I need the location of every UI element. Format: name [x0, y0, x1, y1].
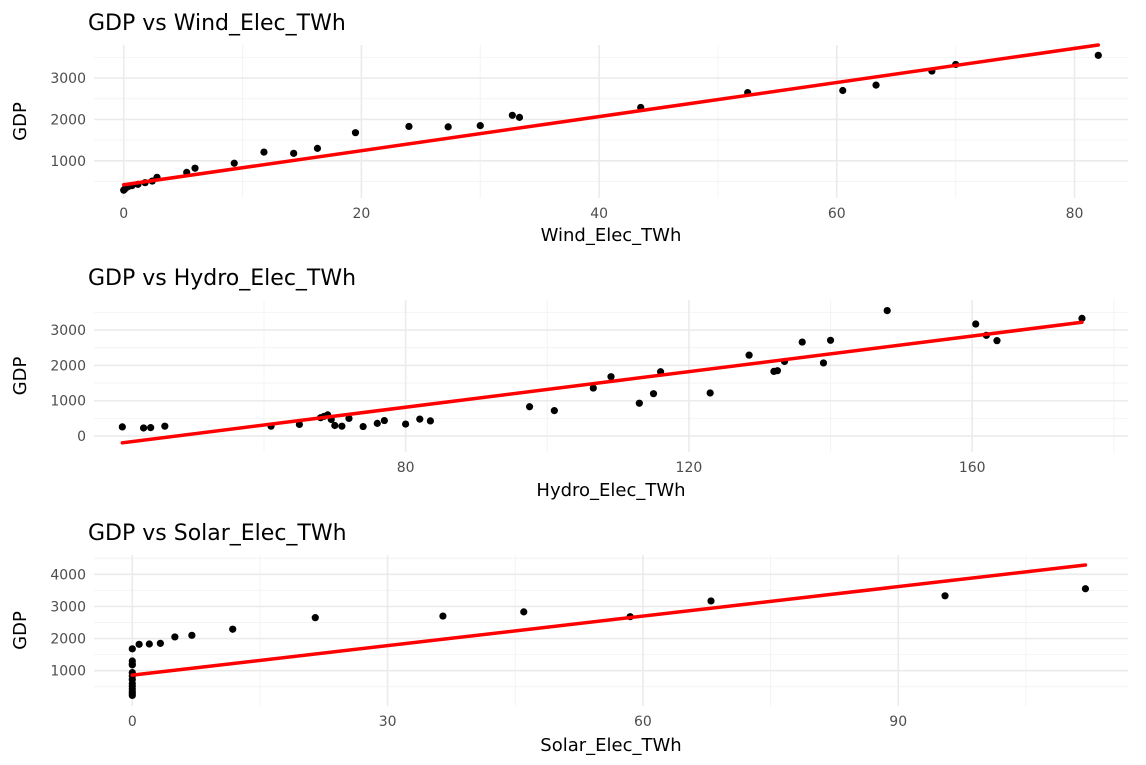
chart-title: GDP vs Wind_Elec_TWh — [88, 11, 346, 36]
x-tick-label: 60 — [634, 714, 652, 730]
regression-line — [130, 563, 1088, 677]
data-point — [819, 359, 828, 367]
x-tick-label: 90 — [889, 714, 907, 730]
data-point — [145, 640, 153, 648]
chart-panel-1: 0 20 40 60 80 1000 2000 3000 GDP vs Wind_Elec_TW… — [10, 11, 1128, 246]
y-tick-label: 1000 — [50, 394, 86, 410]
regression-line — [121, 43, 1101, 187]
data-point — [649, 390, 658, 398]
data-point — [295, 420, 303, 429]
data-point — [707, 597, 715, 605]
data-point — [872, 81, 880, 89]
x-tick-label: 80 — [397, 460, 415, 476]
data-point — [439, 612, 447, 620]
data-point — [135, 640, 143, 648]
x-tick-label: 0 — [119, 206, 128, 222]
x-tick-label: 30 — [379, 714, 397, 730]
data-point — [508, 111, 516, 119]
data-point — [139, 424, 148, 432]
data-point — [476, 122, 484, 130]
y-tick-label: 0 — [77, 429, 86, 445]
y-tick-label: 1000 — [50, 664, 86, 680]
data-point — [311, 614, 319, 622]
chart-panel-3: 0 30 60 90 1000 2000 3000 4000 GDP vs Solar_Elec… — [10, 521, 1128, 756]
x-tick-label: 0 — [128, 714, 137, 730]
data-point — [444, 123, 452, 131]
data-point — [416, 415, 424, 423]
data-point — [191, 164, 199, 172]
y-axis-title: GDP — [10, 611, 31, 650]
data-point — [993, 337, 1001, 345]
data-point — [635, 399, 643, 407]
data-point — [773, 367, 782, 375]
data-point — [351, 129, 360, 137]
data-point — [520, 608, 528, 616]
y-tick-label: 2000 — [50, 112, 86, 128]
data-point — [229, 625, 237, 633]
x-axis-title: Solar_Elec_TWh — [540, 735, 681, 756]
data-point — [607, 373, 615, 381]
chart-title: GDP vs Hydro_Elec_TWh — [88, 266, 356, 291]
x-axis-title: Hydro_Elec_TWh — [536, 480, 685, 501]
y-axis-title: GDP — [10, 102, 31, 141]
data-point — [798, 338, 806, 346]
data-point — [826, 336, 835, 344]
data-point — [883, 307, 891, 315]
data-point — [230, 159, 238, 167]
data-point — [290, 149, 298, 157]
data-point — [188, 631, 196, 639]
chart-title: GDP vs Solar_Elec_TWh — [88, 521, 347, 546]
data-point — [1078, 314, 1086, 322]
x-tick-label: 40 — [590, 206, 608, 222]
data-point — [313, 144, 322, 152]
data-point — [426, 417, 435, 425]
data-point — [128, 645, 136, 653]
x-tick-label: 20 — [352, 206, 370, 222]
data-point — [161, 422, 169, 430]
y-tick-label: 2000 — [50, 358, 86, 374]
data-point — [1094, 51, 1102, 59]
y-tick-label: 3000 — [50, 71, 86, 87]
data-point — [706, 389, 714, 397]
data-point — [359, 422, 367, 431]
data-point — [128, 657, 136, 665]
data-point — [589, 384, 597, 392]
data-point — [550, 407, 558, 415]
y-tick-label: 2000 — [50, 632, 86, 648]
data-point — [373, 419, 381, 427]
data-point — [405, 122, 413, 131]
data-point — [338, 422, 346, 430]
data-point — [331, 421, 339, 430]
data-point — [171, 633, 179, 641]
data-point — [525, 403, 534, 411]
y-axis-title: GDP — [10, 357, 31, 396]
y-tick-label: 1000 — [50, 154, 86, 170]
data-point — [941, 592, 949, 600]
x-tick-label: 160 — [959, 460, 986, 476]
data-point — [515, 113, 524, 121]
x-tick-label: 80 — [1066, 206, 1084, 222]
data-point — [380, 416, 388, 425]
data-point — [147, 424, 155, 432]
data-point — [972, 320, 980, 328]
data-point — [402, 420, 410, 428]
data-point — [156, 639, 164, 647]
data-point — [345, 414, 353, 423]
data-point — [839, 86, 847, 95]
chart-panel-2: 80 120 160 0 1000 2000 3000 GDP vs Hydro_Elec_T… — [10, 266, 1128, 501]
x-axis-title: Wind_Elec_TWh — [541, 225, 682, 246]
data-point — [118, 423, 126, 431]
y-tick-label: 3000 — [50, 599, 86, 615]
data-point — [745, 351, 753, 359]
x-tick-label: 120 — [676, 460, 703, 476]
y-tick-label: 3000 — [50, 323, 86, 339]
regression-line — [120, 320, 1084, 445]
y-tick-label: 4000 — [50, 567, 86, 583]
data-point — [260, 148, 268, 156]
data-point — [1081, 585, 1090, 593]
x-tick-label: 60 — [828, 206, 846, 222]
